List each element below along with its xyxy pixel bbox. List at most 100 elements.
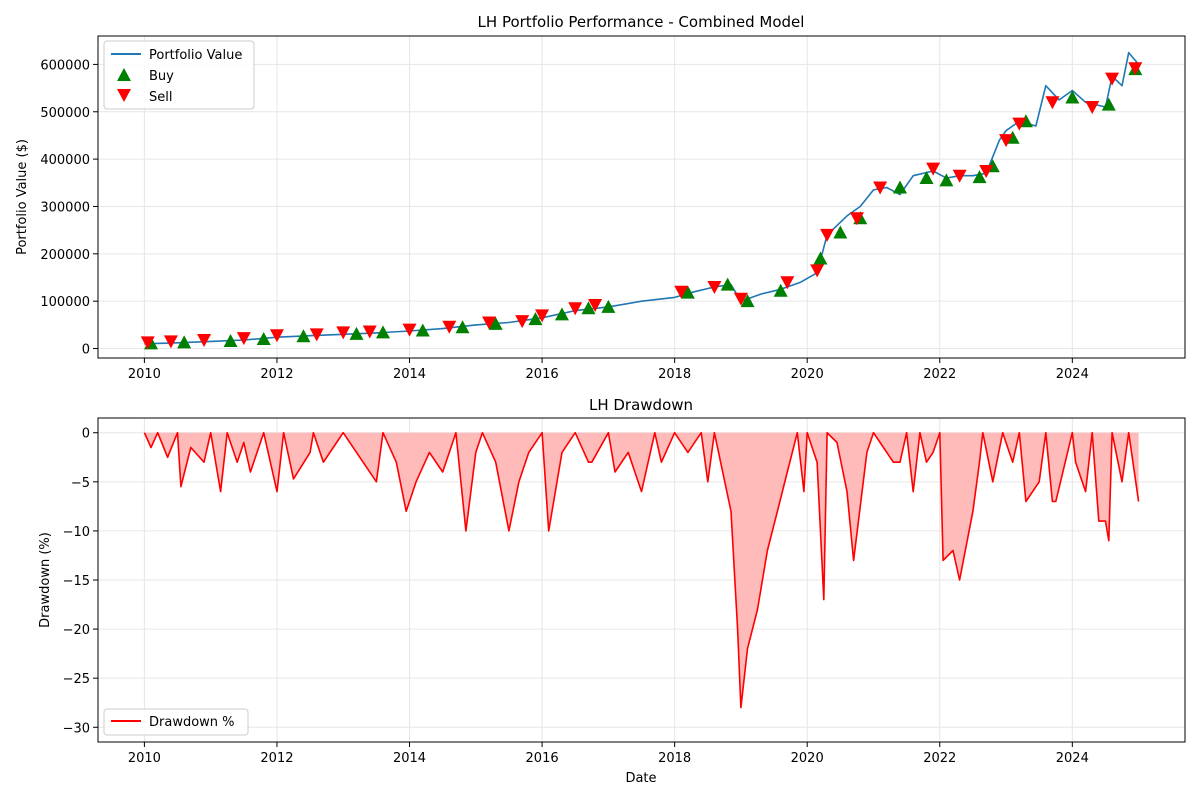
drawdown-y-ticks: 0 −5 −10 −15 −20 −25 −30 (63, 427, 98, 736)
sell-marker (849, 212, 864, 226)
y-tick-label: 400000 (40, 153, 90, 168)
legend-sell-swatch (117, 89, 131, 102)
buy-marker (939, 173, 954, 187)
drawdown-chart: LH Drawdown 2010 2012 2014 2016 2018 2020 2022… (38, 396, 1186, 786)
sell-marker (140, 336, 155, 350)
x-tick-label: 2016 (526, 751, 559, 766)
drawdown-chart-title: LH Drawdown (589, 396, 693, 414)
portfolio-axes-frame (97, 35, 1186, 359)
sell-marker (568, 302, 583, 316)
x-tick-label: 2018 (658, 367, 691, 382)
y-tick-label: 200000 (40, 248, 90, 263)
buy-marker (1065, 90, 1080, 104)
y-tick-label: −20 (63, 623, 90, 638)
sell-marker (707, 280, 722, 294)
x-tick-label: 2024 (1056, 367, 1089, 382)
x-tick-label: 2024 (1056, 751, 1089, 766)
y-tick-label: 300000 (40, 200, 90, 215)
sell-marker (535, 309, 550, 323)
portfolio-y-axis-label: Portfolio Value ($) (15, 139, 30, 255)
x-tick-label: 2022 (923, 751, 956, 766)
buy-marker (892, 180, 907, 194)
sell-marker (336, 326, 351, 340)
sell-marker (197, 334, 212, 348)
sell-marker (780, 276, 795, 290)
buy-marker (813, 251, 828, 265)
buy-marker (833, 225, 848, 239)
sell-marker (1045, 96, 1060, 110)
buy-marker (376, 325, 391, 339)
drawdown-legend-box (103, 708, 249, 736)
sell-marker (1105, 72, 1120, 86)
x-tick-label: 2012 (260, 751, 293, 766)
buy-marker (223, 333, 238, 347)
buy-marker (488, 316, 503, 330)
x-tick-label: 2014 (393, 367, 426, 382)
portfolio-x-ticks: 2010 2012 2014 2016 2018 2020 2022 2024 (128, 358, 1089, 382)
buy-marker (740, 294, 755, 308)
sell-marker (163, 335, 178, 349)
x-tick-label: 2020 (791, 367, 824, 382)
buy-marker (349, 326, 364, 340)
drawdown-x-axis-label: Date (625, 771, 656, 786)
x-tick-label: 2012 (260, 367, 293, 382)
buy-marker (554, 307, 569, 321)
sell-marker (1085, 101, 1100, 115)
y-tick-label: −30 (63, 721, 90, 736)
y-tick-label: 600000 (40, 58, 90, 73)
sell-marker (309, 328, 324, 342)
buy-marker (415, 323, 430, 337)
buy-marker (1101, 97, 1116, 111)
x-tick-label: 2022 (923, 367, 956, 382)
sell-marker (362, 325, 377, 339)
buy-marker (296, 329, 311, 343)
sell-marker (515, 315, 530, 329)
legend-drawdown-label: Drawdown % (149, 715, 235, 730)
drawdown-legend: Drawdown % (103, 708, 249, 736)
sell-marker (926, 162, 941, 176)
buy-marker (256, 332, 271, 346)
sell-marker (873, 181, 888, 195)
sell-marker (979, 164, 994, 178)
buy-marker (972, 170, 987, 184)
sell-marker (269, 329, 284, 343)
portfolio-value-line (144, 51, 1140, 345)
x-tick-label: 2010 (128, 367, 161, 382)
portfolio-legend: Portfolio Value Buy Sell (103, 40, 255, 110)
sell-marker (999, 134, 1014, 148)
legend-buy-swatch (117, 68, 131, 81)
sell-marker (236, 332, 251, 346)
portfolio-plot-area (144, 51, 1140, 345)
buy-marker (773, 283, 788, 297)
y-tick-label: −10 (63, 525, 90, 540)
buy-marker (581, 301, 596, 315)
portfolio-y-ticks: 0 100000 200000 300000 400000 500000 600000 (40, 58, 98, 358)
sell-marker (952, 169, 967, 183)
drawdown-y-axis-label: Drawdown (%) (38, 532, 53, 628)
y-tick-label: 100000 (40, 295, 90, 310)
portfolio-grid (98, 36, 1185, 358)
sell-marker (674, 285, 689, 299)
buy-marker (177, 335, 192, 349)
sell-marker (1128, 62, 1143, 76)
x-tick-label: 2018 (658, 751, 691, 766)
portfolio-chart: LH Portfolio Performance - Combined Mode… (15, 13, 1186, 382)
sell-marker (402, 323, 417, 337)
y-tick-label: −5 (71, 476, 90, 491)
x-tick-label: 2014 (393, 751, 426, 766)
drawdown-line (143, 431, 1140, 709)
y-tick-label: −15 (63, 574, 90, 589)
drawdown-plot-area (143, 431, 1140, 709)
legend-sell-label: Sell (149, 90, 172, 105)
sell-marker (588, 298, 603, 312)
sell-marker (482, 316, 497, 330)
buy-marker (720, 277, 735, 291)
portfolio-markers (140, 62, 1143, 350)
sell-marker (733, 292, 748, 306)
portfolio-chart-title: LH Portfolio Performance - Combined Mode… (478, 13, 805, 31)
drawdown-x-ticks: 2010 2012 2014 2016 2018 2020 2022 2024 (128, 742, 1089, 766)
sell-marker (442, 320, 457, 334)
buy-marker (455, 320, 470, 334)
y-tick-label: 0 (82, 427, 90, 442)
